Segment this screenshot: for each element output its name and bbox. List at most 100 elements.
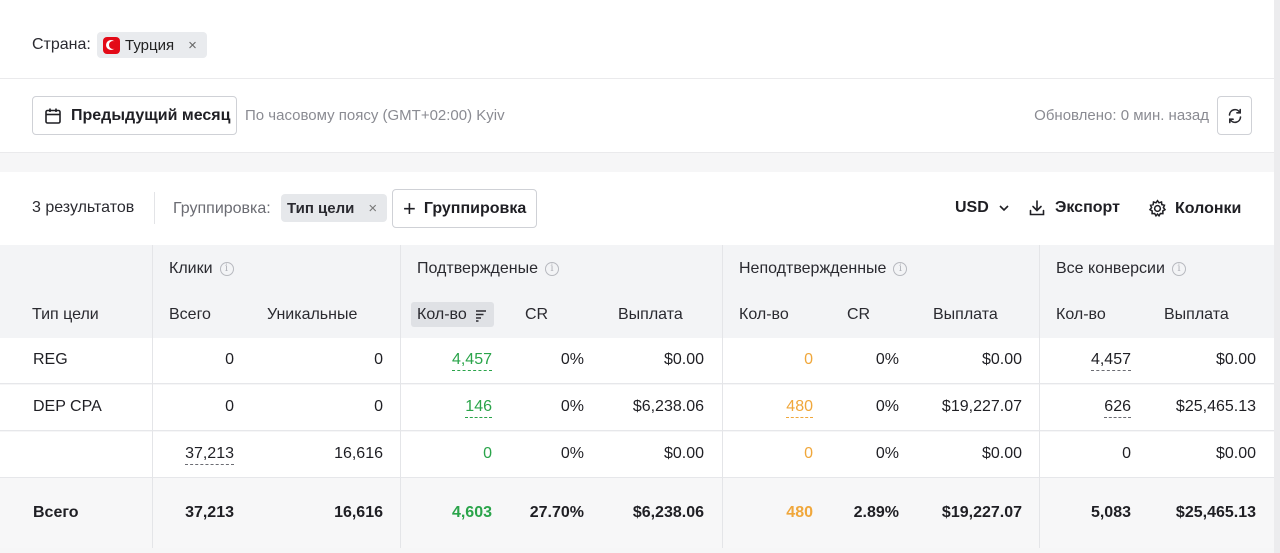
columns-label: Колонки — [1175, 199, 1242, 217]
table-row: 37,213 16,616 0 0% $0.00 0 0% $0.00 0 $0… — [0, 432, 1274, 478]
column-header-all-qty[interactable]: Кол-во — [1056, 306, 1106, 323]
column-header-unconfirmed-cr[interactable]: CR — [847, 306, 871, 323]
column-header-all-payout[interactable]: Выплата — [1164, 306, 1229, 323]
export-button[interactable]: Экспорт — [1028, 199, 1120, 217]
stats-table: Клики i Подтвержденые i Неподтвержденные i … — [0, 245, 1274, 548]
calendar-icon — [45, 108, 61, 124]
cell-all-qty[interactable]: 626 — [1104, 398, 1131, 418]
cell-total-confirmed-qty: 4,603 — [451, 504, 492, 521]
cell-total-clicks: 37,213 — [185, 504, 234, 521]
cell-total-all-payout: $25,465.13 — [1175, 504, 1256, 521]
plus-icon: + — [403, 195, 416, 221]
cell-total-confirmed-payout: $6,238.06 — [632, 504, 704, 521]
cell-total-unconfirmed-cr: 2.89% — [853, 504, 899, 521]
country-filter-label: Страна: — [32, 36, 91, 53]
scrollbar-track[interactable] — [1274, 0, 1280, 553]
column-divider — [152, 245, 153, 548]
cell-total-confirmed-cr: 27.70% — [529, 504, 584, 521]
cell-unconfirmed-qty[interactable]: 480 — [786, 398, 813, 418]
cell-all-qty[interactable]: 4,457 — [1090, 351, 1131, 371]
header-group-confirmed: Подтвержденые i — [417, 260, 559, 278]
cell-unconfirmed-payout: $0.00 — [981, 445, 1022, 462]
cell-goal: DEP CPA — [33, 398, 102, 415]
cell-clicks-total[interactable]: 37,213 — [185, 445, 234, 465]
column-header-confirmed-cr[interactable]: CR — [525, 306, 549, 323]
cell-confirmed-qty[interactable]: 146 — [465, 398, 492, 418]
column-divider — [400, 245, 401, 548]
cell-confirmed-payout: $0.00 — [663, 445, 704, 462]
columns-button[interactable]: Колонки — [1148, 199, 1241, 218]
cell-unconfirmed-payout: $0.00 — [981, 351, 1022, 368]
updated-text: Обновлено: 0 мин. назад — [1034, 107, 1209, 124]
table-row: DEP CPA 0 0 146 0% $6,238.06 480 0% $19,… — [0, 385, 1274, 431]
cell-all-payout: $25,465.13 — [1175, 398, 1256, 415]
country-filter-chip[interactable]: Турция × — [97, 32, 207, 58]
cell-total-label: Всего — [33, 504, 79, 521]
header-group-clicks: Клики i — [169, 260, 234, 278]
grouping-chip[interactable]: Тип цели × — [281, 194, 388, 222]
cell-confirmed-qty: 0 — [483, 445, 492, 462]
filter-bar: Страна: Турция × — [0, 0, 1274, 79]
group-label-all: Все конверсии — [1056, 260, 1165, 277]
currency-select[interactable]: USD — [955, 199, 1011, 217]
country-chip-label: Турция — [125, 36, 175, 54]
export-label: Экспорт — [1055, 199, 1120, 216]
cell-total-all-qty: 5,083 — [1090, 504, 1131, 521]
group-label-confirmed: Подтвержденые — [417, 260, 538, 277]
column-header-unconfirmed-qty[interactable]: Кол-во — [739, 306, 789, 323]
cell-confirmed-qty[interactable]: 4,457 — [451, 351, 492, 371]
header-group-all: Все конверсии i — [1056, 260, 1186, 278]
date-range-button[interactable]: Предыдущий месяц — [32, 96, 237, 135]
cell-clicks-unique: 0 — [374, 398, 383, 415]
cell-confirmed-cr: 0% — [560, 398, 584, 415]
sort-desc-icon — [475, 309, 486, 322]
table-toolbar: 3 результатов Группировка: Тип цели × + … — [0, 172, 1274, 245]
group-label-unconfirmed: Неподтвержденные — [739, 260, 887, 277]
column-header-clicks-unique[interactable]: Уникальные — [267, 306, 358, 323]
table-header: Клики i Подтвержденые i Неподтвержденные i … — [0, 245, 1274, 338]
group-label-clicks: Клики — [169, 260, 213, 277]
cell-unconfirmed-qty: 0 — [804, 351, 813, 368]
info-icon[interactable]: i — [893, 262, 908, 276]
column-header-goal-type[interactable]: Тип цели — [32, 306, 99, 323]
remove-grouping-icon[interactable]: × — [368, 199, 378, 217]
results-count: 3 результатов — [32, 199, 135, 216]
column-divider — [722, 245, 723, 548]
download-icon — [1029, 200, 1045, 216]
table-row: REG 0 0 4,457 0% $0.00 0 0% $0.00 4,457 … — [0, 338, 1274, 384]
info-icon[interactable]: i — [1171, 262, 1186, 276]
column-header-confirmed-qty[interactable]: Кол-во — [417, 306, 487, 324]
remove-country-icon[interactable]: × — [188, 36, 197, 54]
add-grouping-label: Группировка — [423, 199, 527, 217]
column-header-clicks-total[interactable]: Всего — [169, 306, 211, 323]
toolbar-divider — [154, 192, 155, 224]
cell-unconfirmed-cr: 0% — [875, 351, 899, 368]
cell-clicks-total: 0 — [225, 351, 234, 368]
turkey-flag-icon — [103, 36, 120, 54]
info-icon[interactable]: i — [545, 262, 559, 276]
cell-total-unconfirmed-qty: 480 — [786, 504, 813, 521]
column-header-unconfirmed-payout[interactable]: Выплата — [933, 306, 998, 323]
header-group-unconfirmed: Неподтвержденные i — [739, 260, 908, 278]
info-icon[interactable]: i — [219, 262, 234, 276]
cell-confirmed-cr: 0% — [560, 351, 584, 368]
grouping-chip-label: Тип цели — [287, 199, 355, 217]
cell-clicks-unique: 0 — [374, 351, 383, 368]
chevron-down-icon — [999, 205, 1009, 212]
cell-all-payout: $0.00 — [1215, 445, 1256, 462]
date-range-label: Предыдущий месяц — [71, 106, 231, 124]
column-divider — [1039, 245, 1040, 548]
add-grouping-button[interactable]: + Группировка — [392, 189, 537, 228]
cell-unconfirmed-payout: $19,227.07 — [941, 398, 1022, 415]
gear-icon — [1148, 199, 1167, 218]
cell-unconfirmed-cr: 0% — [875, 398, 899, 415]
cell-unconfirmed-qty: 0 — [804, 445, 813, 462]
column-header-confirmed-payout[interactable]: Выплата — [618, 306, 683, 323]
table-total-row: Всего 37,213 16,616 4,603 27.70% $6,238.… — [0, 478, 1274, 548]
cell-total-unconfirmed-payout: $19,227.07 — [941, 504, 1022, 521]
timezone-text: По часовому поясу (GMT+02:00) Kyiv — [245, 107, 505, 124]
cell-unconfirmed-cr: 0% — [875, 445, 899, 462]
refresh-icon — [1228, 108, 1241, 123]
cell-total-unique: 16,616 — [334, 504, 383, 521]
refresh-button[interactable] — [1217, 96, 1252, 135]
